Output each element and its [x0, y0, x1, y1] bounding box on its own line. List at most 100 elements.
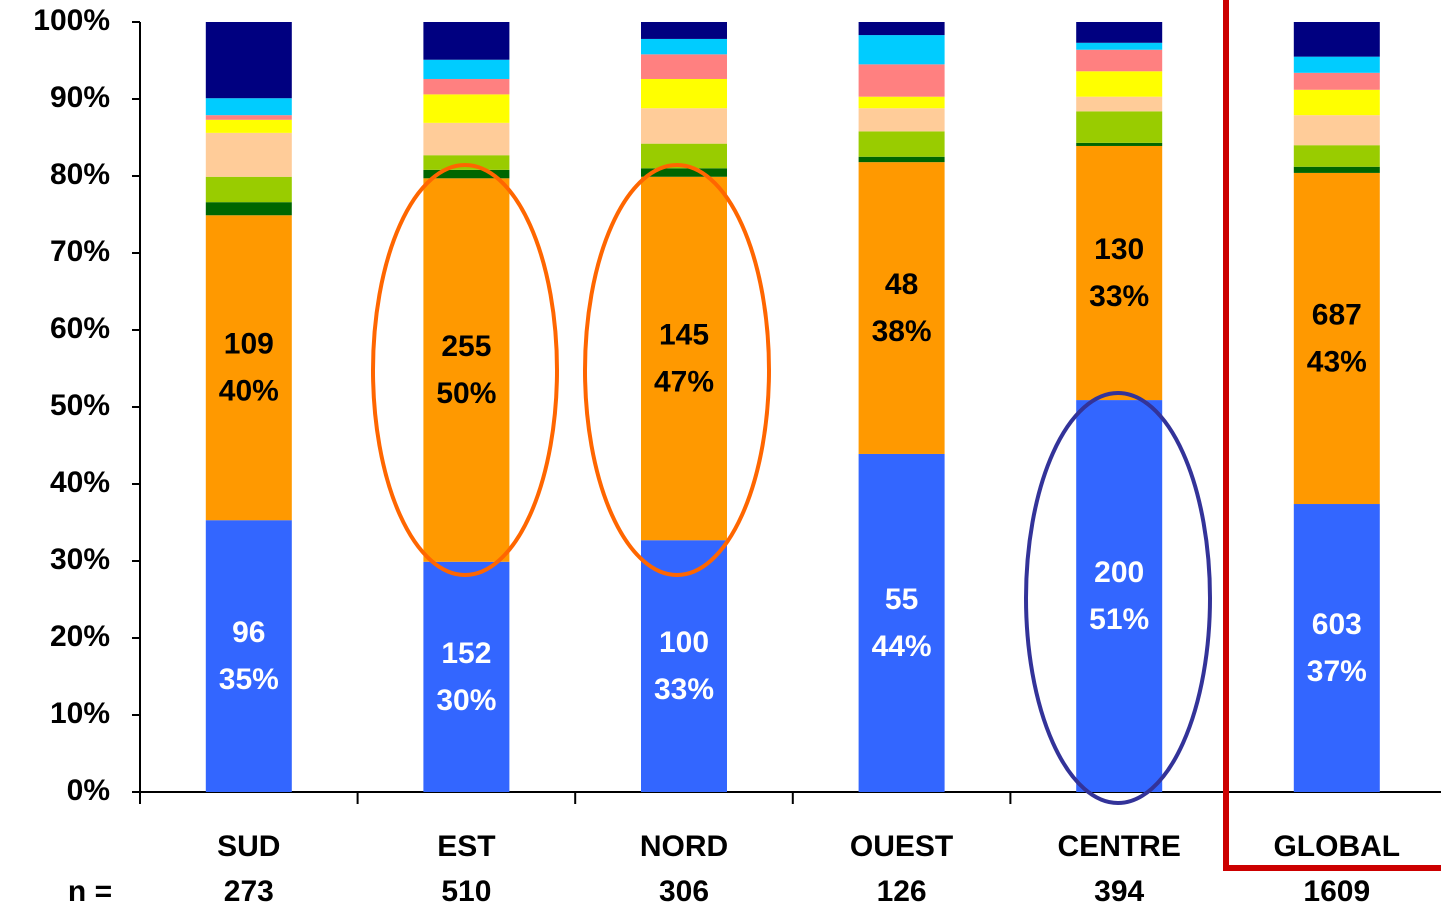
bar-segment	[423, 178, 510, 562]
bar-segment	[641, 540, 727, 792]
value-label: 38%	[872, 315, 932, 348]
x-tick-label: EST	[437, 830, 495, 863]
bar-segment	[641, 38, 727, 55]
bar-segment	[858, 162, 945, 454]
bar-segment	[1293, 172, 1380, 505]
value-label: 37%	[1307, 655, 1367, 688]
bar-segment	[1293, 56, 1380, 73]
count-label: 109	[224, 328, 274, 361]
y-tick-label: 60%	[50, 312, 110, 345]
y-tick-label: 50%	[50, 389, 110, 422]
value-label: 35%	[219, 663, 279, 696]
bar-segment	[1293, 72, 1380, 90]
bar-segment	[205, 520, 292, 792]
y-tick-label: 90%	[50, 81, 110, 114]
y-tick-label: 100%	[33, 4, 110, 37]
bar-segment	[858, 156, 945, 163]
bar-segment	[205, 176, 292, 203]
y-tick-label: 0%	[67, 774, 110, 807]
bar-segment	[205, 98, 292, 116]
bar-segment	[205, 22, 292, 99]
y-tick-label: 30%	[50, 543, 110, 576]
count-label: 200	[1094, 556, 1144, 589]
x-tick-label: GLOBAL	[1273, 830, 1400, 863]
bar-segment	[1293, 166, 1380, 173]
bar-segment	[858, 96, 945, 109]
bar-segment	[1076, 145, 1163, 401]
n-value: 126	[877, 875, 927, 908]
bar-segment	[1293, 89, 1380, 116]
bar-segment	[1293, 145, 1380, 167]
bar-segment	[641, 54, 727, 79]
value-label: 30%	[436, 684, 496, 717]
bar-segment	[1076, 42, 1163, 50]
count-label: 96	[232, 616, 265, 649]
bar-segment	[641, 176, 727, 541]
value-label: 50%	[436, 377, 496, 410]
bar-segment	[858, 453, 945, 792]
bar-segment	[1076, 71, 1163, 97]
bar-segment	[641, 108, 727, 144]
bar-segment	[205, 119, 292, 133]
count-label: 55	[885, 583, 918, 616]
bar-segment	[858, 64, 945, 97]
x-tick-label: NORD	[640, 830, 728, 863]
bar-segment	[1076, 111, 1163, 143]
count-label: 687	[1312, 298, 1362, 331]
highlight-ellipse	[583, 163, 771, 577]
count-label: 130	[1094, 233, 1144, 266]
value-label: 47%	[654, 365, 714, 398]
value-label: 40%	[219, 375, 279, 408]
bar-segment	[423, 155, 510, 170]
bar-segment	[1293, 115, 1380, 146]
bar-segment	[423, 22, 510, 60]
n-value: 306	[659, 875, 709, 908]
y-tick-label: 10%	[50, 697, 110, 730]
value-label: 43%	[1307, 345, 1367, 378]
bar-segment	[1293, 504, 1380, 792]
value-label: 51%	[1089, 603, 1149, 636]
bar-segment	[1076, 142, 1163, 146]
value-label: 33%	[654, 673, 714, 706]
count-label: 603	[1312, 608, 1362, 641]
bar-segment	[641, 78, 727, 109]
bar-segment	[858, 108, 945, 132]
bar-segment	[205, 215, 292, 521]
y-tick-label: 70%	[50, 235, 110, 268]
n-label: n =	[68, 875, 112, 908]
n-value: 1609	[1303, 875, 1370, 908]
highlight-ellipse	[1024, 391, 1212, 805]
bar-segment	[423, 78, 510, 95]
highlight-ellipse	[371, 163, 559, 577]
y-tick-label: 20%	[50, 620, 110, 653]
n-value: 394	[1094, 875, 1144, 908]
value-label: 44%	[872, 630, 932, 663]
bar-segment	[423, 561, 510, 792]
bar-segment	[423, 169, 510, 179]
n-value: 273	[224, 875, 274, 908]
count-label: 255	[441, 330, 491, 363]
global-divider	[1223, 0, 1441, 871]
count-label: 100	[659, 626, 709, 659]
bar-segment	[205, 115, 292, 120]
bar-segment	[423, 122, 510, 156]
bar-segment	[205, 132, 292, 177]
value-label: 33%	[1089, 280, 1149, 313]
bar-segment	[1293, 22, 1380, 57]
bar-segment	[423, 59, 510, 79]
y-tick-label: 80%	[50, 158, 110, 191]
count-label: 48	[885, 268, 918, 301]
count-label: 152	[441, 637, 491, 670]
y-tick-label: 40%	[50, 466, 110, 499]
bar-segment	[641, 22, 727, 39]
bar-segment	[205, 202, 292, 216]
x-tick-label: CENTRE	[1058, 830, 1181, 863]
bar-segment	[423, 94, 510, 123]
x-tick-label: OUEST	[850, 830, 953, 863]
bar-segment	[1076, 49, 1163, 72]
bar-segment	[858, 131, 945, 157]
n-value: 510	[441, 875, 491, 908]
bar-segment	[1076, 22, 1163, 43]
bar-segment	[1076, 96, 1163, 112]
